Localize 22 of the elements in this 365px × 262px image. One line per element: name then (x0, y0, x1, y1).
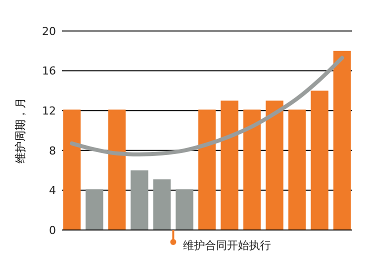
y-tick-label: 0 (49, 224, 56, 237)
bar (176, 189, 194, 230)
bar (108, 110, 126, 230)
bar (266, 100, 284, 230)
y-tick-label: 8 (49, 144, 56, 158)
bar (153, 179, 171, 230)
y-axis-title: 维护周期，月 (14, 98, 27, 164)
bar (288, 110, 306, 230)
bar (63, 110, 81, 230)
y-tick-label: 16 (42, 64, 56, 78)
y-tick-label: 12 (42, 104, 56, 118)
bar (198, 110, 216, 230)
bar (86, 189, 104, 230)
bar (333, 50, 351, 230)
bar (130, 170, 148, 230)
bar (220, 100, 238, 230)
line-series (70, 56, 344, 156)
bar (310, 90, 328, 230)
y-tick-label: 4 (49, 184, 56, 198)
text: 维护合同开始执行 (183, 239, 272, 252)
bar (243, 110, 261, 230)
y-tick-label: 20 (42, 24, 56, 38)
